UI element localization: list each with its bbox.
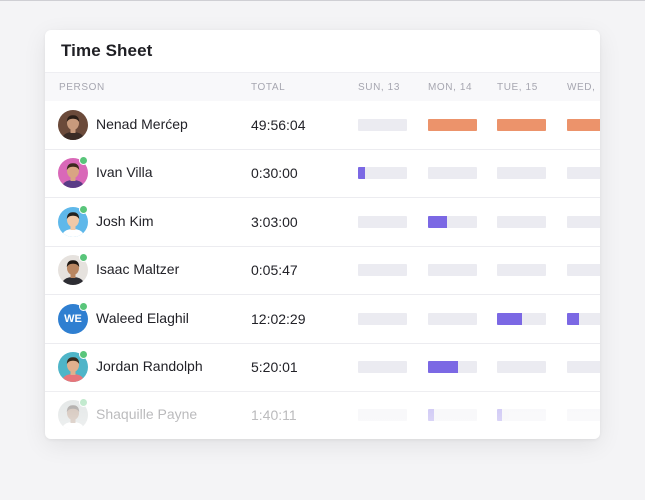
- table-row[interactable]: Nenad Merćep 49:56:04: [45, 101, 600, 150]
- online-status-dot: [79, 350, 88, 359]
- day-time-fill: [567, 119, 600, 131]
- total-time: 12:02:29: [251, 310, 306, 327]
- online-status-dot: [79, 253, 88, 263]
- column-header-day[interactable]: MON, 14: [428, 82, 473, 93]
- person-name[interactable]: Isaac Maltzer: [96, 261, 180, 278]
- day-time-bar[interactable]: [497, 119, 546, 131]
- column-header-day[interactable]: TUE, 15: [497, 82, 538, 93]
- card-title: Time Sheet: [61, 41, 153, 60]
- table-row[interactable]: Jordan Randolph 5:20:01: [45, 343, 600, 392]
- day-time-fill: [428, 215, 447, 228]
- avatar[interactable]: [58, 110, 88, 140]
- person-name[interactable]: Nenad Merćep: [96, 116, 188, 132]
- day-time-bar[interactable]: [497, 409, 546, 422]
- day-time-bar[interactable]: [428, 215, 477, 228]
- online-status-dot: [79, 398, 88, 408]
- table-header: PERSON TOTAL SUN, 13 MON, 14 TUE, 15 WED…: [45, 72, 600, 101]
- online-status-dot: [79, 156, 88, 166]
- day-time-bar[interactable]: [428, 119, 477, 131]
- day-time-bar[interactable]: [428, 312, 477, 325]
- total-time: 1:40:11: [251, 407, 297, 424]
- day-time-bar[interactable]: [497, 361, 546, 373]
- day-time-fill: [428, 361, 458, 373]
- table-row[interactable]: Ivan Villa 0:30:00: [45, 149, 600, 199]
- day-time-bar[interactable]: [428, 361, 477, 373]
- day-time-bar[interactable]: [567, 361, 600, 373]
- online-status-dot: [79, 301, 88, 311]
- person-name[interactable]: Shaquille Payne: [96, 406, 198, 423]
- day-time-fill: [428, 119, 477, 131]
- total-time: 0:05:47: [251, 262, 298, 279]
- day-time-bar[interactable]: [567, 264, 600, 277]
- day-time-fill: [497, 409, 502, 422]
- day-time-bar[interactable]: [567, 119, 600, 131]
- day-time-bar[interactable]: [567, 409, 600, 422]
- person-name[interactable]: Waleed Elaghil: [96, 309, 189, 326]
- day-time-bar[interactable]: [358, 167, 407, 180]
- table-row[interactable]: Shaquille Payne 1:40:11: [45, 391, 600, 439]
- total-time: 5:20:01: [251, 359, 298, 375]
- day-time-bar[interactable]: [358, 361, 407, 373]
- total-time: 49:56:04: [251, 117, 306, 133]
- day-time-bar[interactable]: [428, 264, 477, 277]
- total-time: 3:03:00: [251, 213, 298, 230]
- day-time-bar[interactable]: [567, 215, 600, 228]
- day-time-bar[interactable]: [428, 167, 477, 180]
- day-time-bar[interactable]: [358, 264, 407, 277]
- day-time-bar[interactable]: [428, 409, 477, 422]
- day-time-bar[interactable]: [358, 312, 407, 325]
- avatar[interactable]: [58, 158, 88, 189]
- online-status-dot: [79, 204, 88, 214]
- person-name[interactable]: Josh Kim: [96, 212, 154, 229]
- total-time: 0:30:00: [251, 165, 298, 182]
- column-header-day[interactable]: SUN, 13: [358, 82, 400, 93]
- day-time-bar[interactable]: [567, 167, 600, 180]
- column-header-day[interactable]: WED,: [567, 82, 596, 93]
- day-time-bar[interactable]: [358, 409, 407, 422]
- column-header-person[interactable]: PERSON: [59, 82, 105, 93]
- day-time-fill: [358, 167, 365, 180]
- day-time-bar[interactable]: [358, 119, 407, 131]
- table-row[interactable]: WE Waleed Elaghil 12:02:29: [45, 295, 600, 344]
- day-time-bar[interactable]: [497, 264, 546, 277]
- column-header-total[interactable]: TOTAL: [251, 82, 286, 93]
- day-time-bar[interactable]: [567, 312, 600, 325]
- day-time-bar[interactable]: [497, 215, 546, 228]
- day-time-fill: [497, 312, 522, 325]
- day-time-bar[interactable]: [497, 167, 546, 180]
- top-divider: [0, 0, 645, 1]
- table-row[interactable]: Josh Kim 3:03:00: [45, 198, 600, 247]
- day-time-fill: [497, 119, 546, 131]
- time-sheet-card: Time Sheet PERSON TOTAL SUN, 13 MON, 14 …: [45, 30, 600, 439]
- person-name[interactable]: Ivan Villa: [96, 164, 153, 181]
- day-time-bar[interactable]: [358, 215, 407, 228]
- table-row[interactable]: Isaac Maltzer 0:05:47: [45, 246, 600, 296]
- person-name[interactable]: Jordan Randolph: [96, 358, 203, 374]
- day-time-fill: [428, 409, 434, 422]
- day-time-fill: [567, 312, 579, 325]
- day-time-bar[interactable]: [497, 312, 546, 325]
